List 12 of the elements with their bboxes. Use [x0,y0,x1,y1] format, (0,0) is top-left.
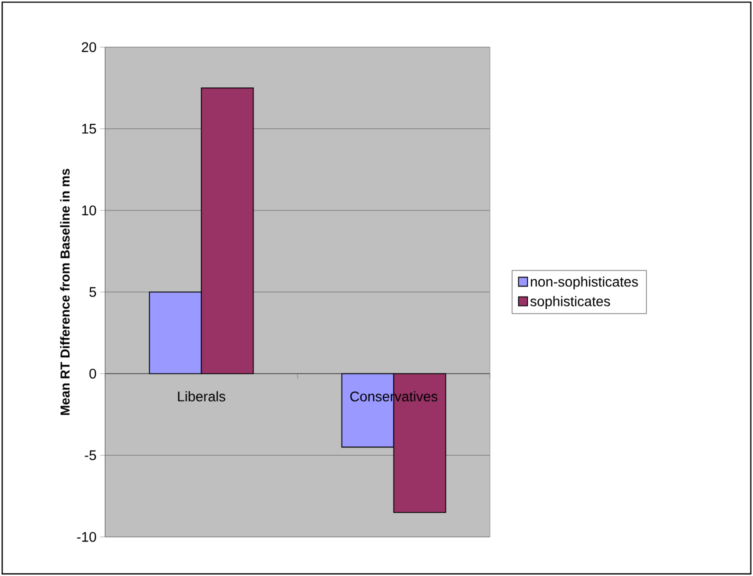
y-tick-label: -10 [77,532,96,542]
y-axis-title: Mean RT Difference from Baseline in ms [60,168,70,415]
y-tick-label: 20 [82,42,96,52]
x-tick-label: Liberals [178,391,226,402]
y-tick-label: 15 [82,124,96,134]
y-tick-label: 5 [89,287,96,297]
y-tick-label: -5 [84,450,96,460]
y-tick-label: 10 [82,205,96,216]
legend-label: non-sophisticates [530,276,638,290]
legend-label: sophisticates [530,296,610,309]
x-tick-label: Conservatives [350,391,438,402]
y-tick-label: 0 [89,368,96,379]
